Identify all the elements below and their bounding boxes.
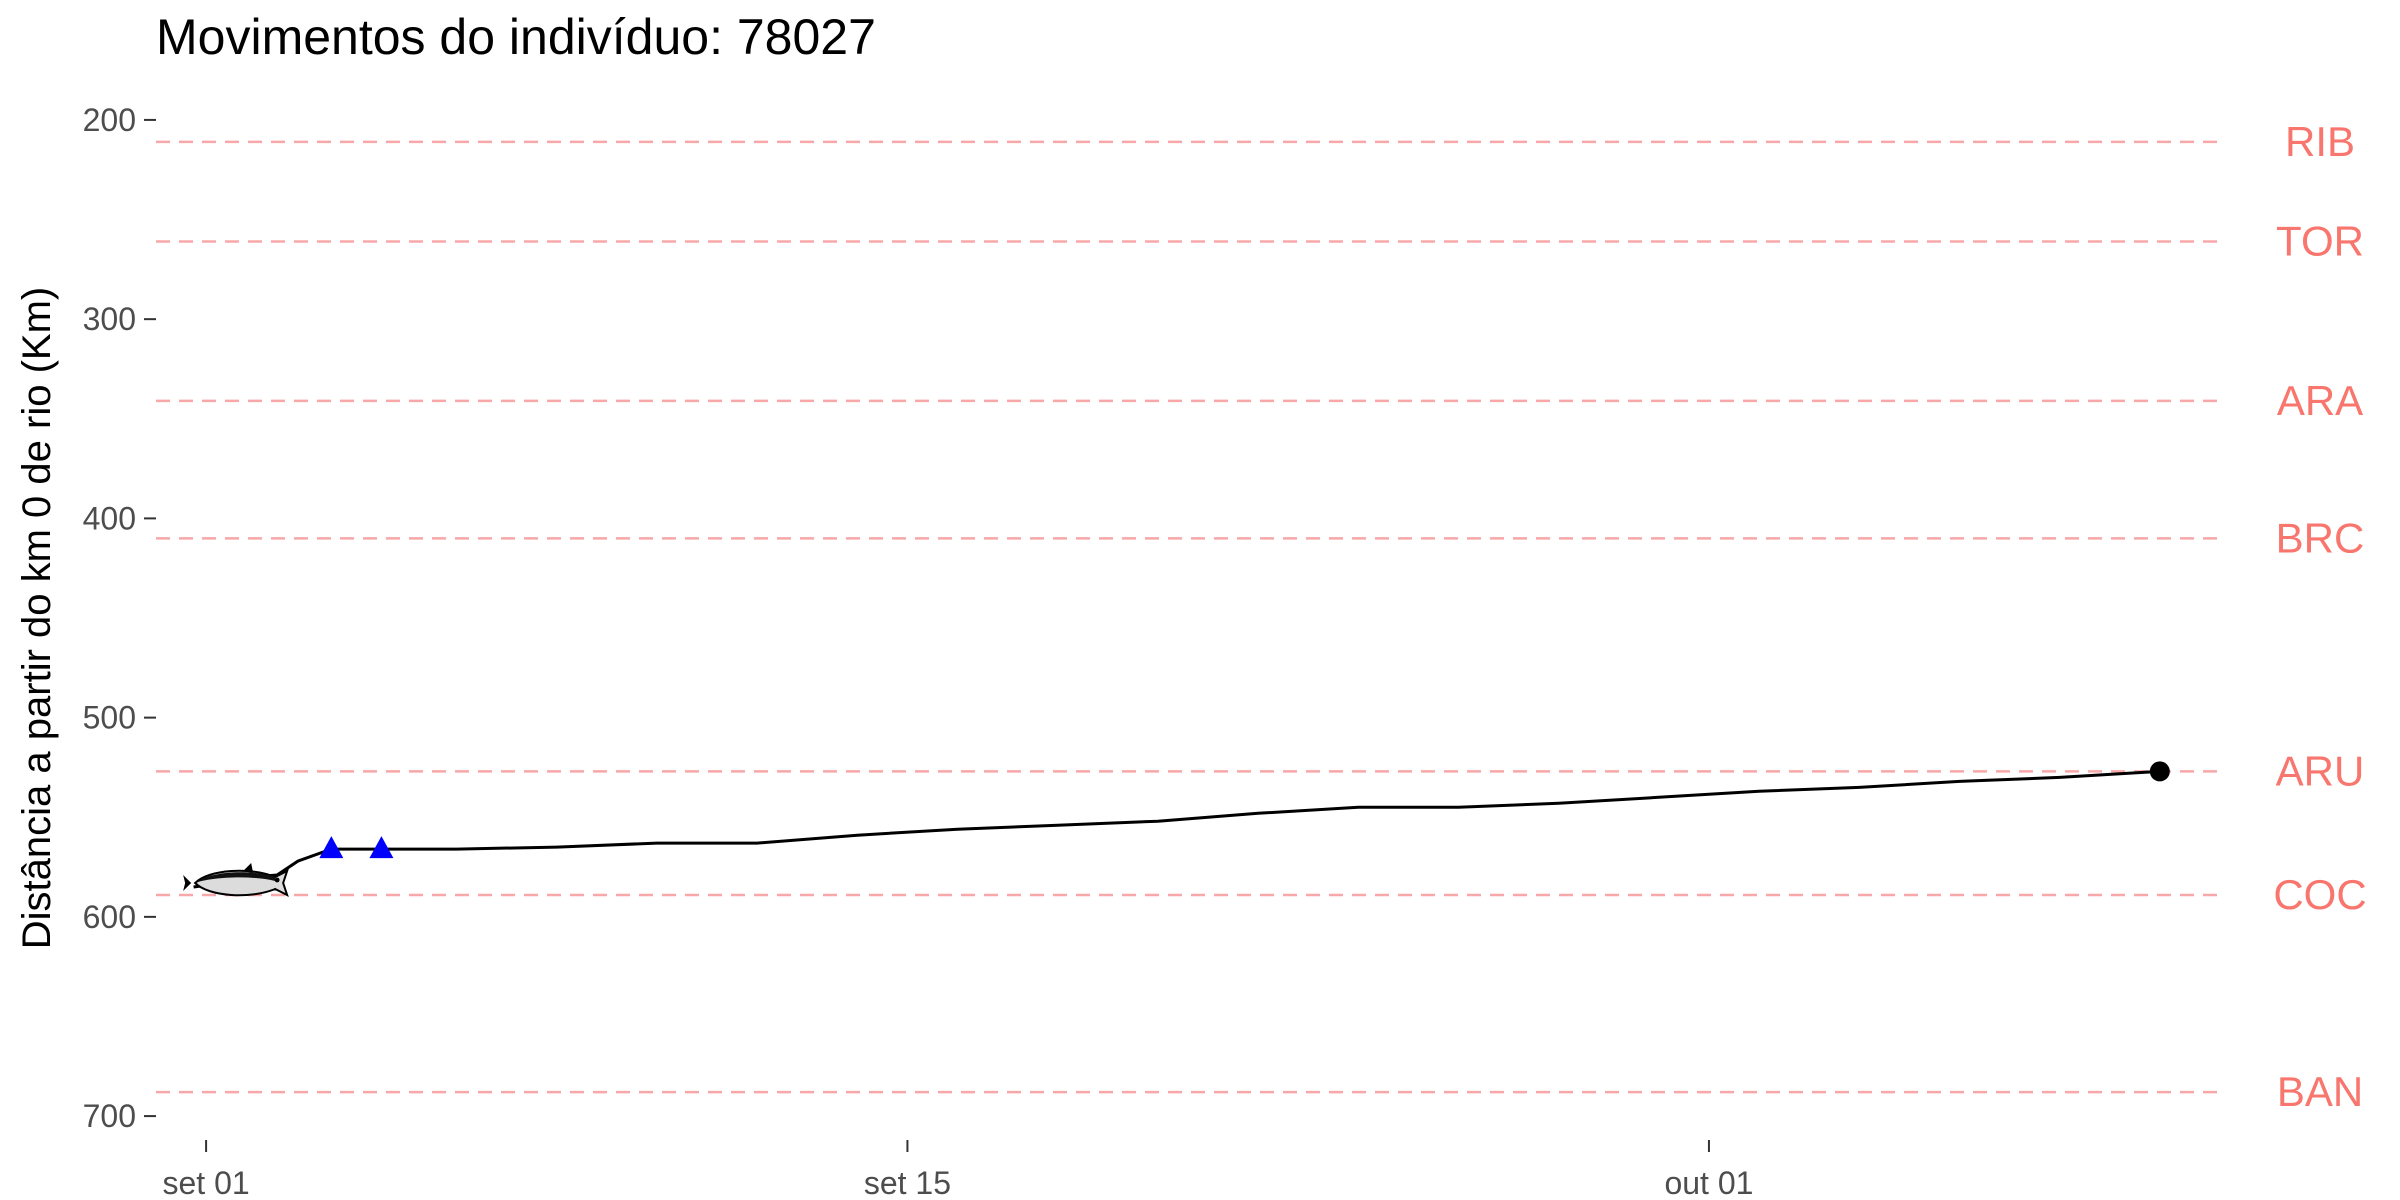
y-axis-title: Distância a partir do km 0 de rio (Km) [15,287,59,949]
y-tick-label-400: 400 [83,500,136,536]
x-tick-label-1: set 15 [864,1165,951,1200]
y-tick-label-600: 600 [83,899,136,935]
station-label-tor: TOR [2276,217,2364,264]
fish-back [195,872,276,883]
y-tick-label-300: 300 [83,301,136,337]
fish-icon [183,862,289,897]
y-tick-label-700: 700 [83,1098,136,1134]
station-label-ara: ARA [2277,377,2363,424]
y-tick-label-200: 200 [83,102,136,138]
station-label-coc: COC [2273,871,2366,918]
station-lines: RIB TOR ARA BRC ARU COC BAN [156,118,2367,1115]
fish-eye [274,877,280,883]
fish-dorsal-fin [243,862,254,873]
y-tick-label-500: 500 [83,700,136,736]
detection-marker-1 [369,836,394,859]
station-label-brc: BRC [2276,514,2365,561]
x-tick-label-0: set 01 [163,1165,250,1200]
end-point-marker [2149,761,2170,782]
station-label-rib: RIB [2285,118,2355,165]
chart-title: Movimentos do indivíduo: 78027 [156,9,876,65]
x-tick-label-2: out 01 [1664,1165,1753,1200]
y-axis: 200 300 400 500 600 700 [83,102,156,1134]
movement-line [193,769,2160,889]
detection-marker-0 [319,836,344,859]
x-axis: set 01 set 15 out 01 [163,1140,1753,1200]
station-label-aru: ARU [2276,747,2365,794]
markers [183,761,2170,897]
station-label-ban: BAN [2277,1068,2363,1115]
fish-tail [183,874,192,891]
